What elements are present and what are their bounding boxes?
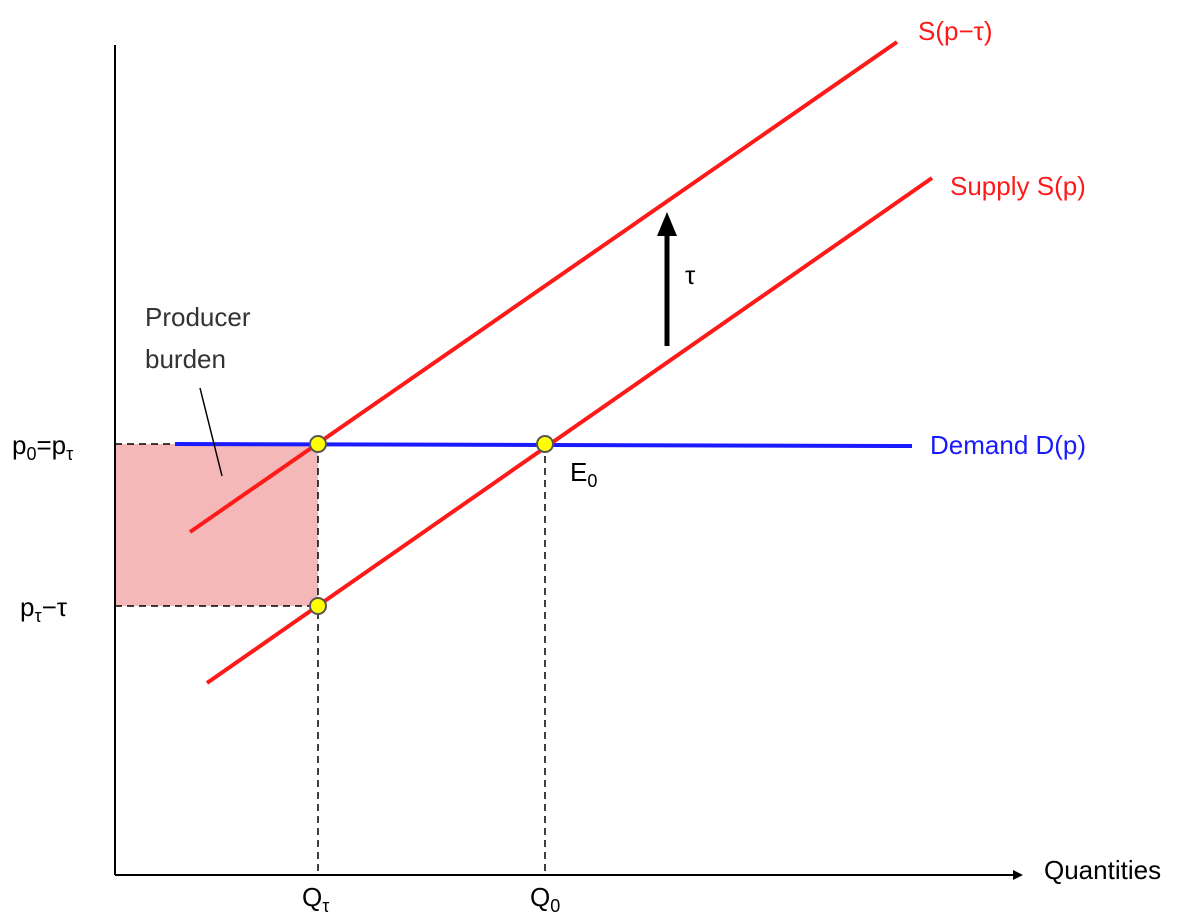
subscript: τ — [66, 444, 73, 464]
burden-pointer — [199, 387, 223, 477]
label-text: p — [20, 592, 34, 622]
label-text: Q — [302, 882, 322, 912]
label-text: E — [570, 457, 587, 487]
price-low-label: pτ−τ — [20, 592, 68, 626]
tax-supply-label: S(p−τ) — [918, 16, 993, 46]
points — [309, 435, 554, 615]
subscript: τ — [34, 606, 41, 626]
subscript: 0 — [587, 471, 597, 491]
label-text: p — [12, 430, 26, 460]
guide-lines — [115, 443, 546, 875]
tax-arrowhead — [657, 212, 677, 236]
supply-label: Supply S(p) — [950, 171, 1086, 201]
price-high-label: p0=pτ — [12, 430, 73, 464]
subscript: τ — [322, 896, 329, 916]
x-axis-label: Quantities — [1044, 855, 1161, 885]
tax-label: τ — [685, 260, 696, 290]
burden-label: Producer — [145, 302, 251, 332]
tax-supply-line — [188, 40, 899, 534]
quantity-tax-label: Qτ — [302, 882, 329, 916]
equilibrium-label: E0 — [570, 457, 597, 491]
label-text: =p — [36, 430, 66, 460]
label-text: Q — [530, 882, 550, 912]
quantity-0-label: Q0 — [530, 882, 560, 916]
burden-label: burden — [145, 344, 226, 374]
supply-line — [205, 176, 934, 685]
producer-burden-area — [115, 444, 318, 606]
demand-label: Demand D(p) — [930, 430, 1086, 460]
label-text: −τ — [42, 592, 68, 622]
subscript: 0 — [550, 896, 560, 916]
subscript: 0 — [26, 444, 36, 464]
